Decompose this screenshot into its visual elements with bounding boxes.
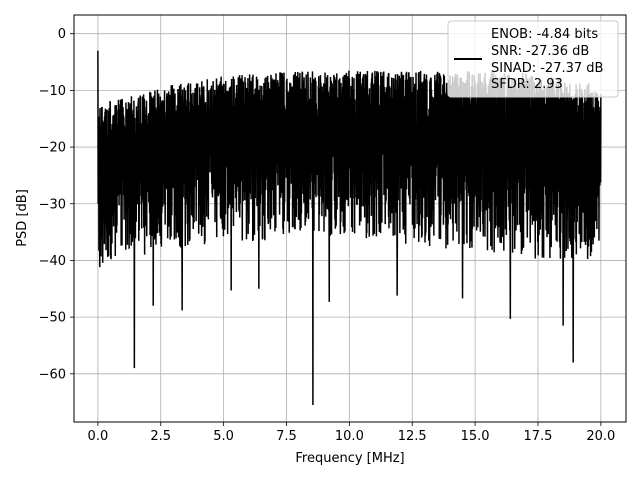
y-tick-label: 0 bbox=[58, 27, 66, 42]
y-tick-label: −20 bbox=[39, 141, 66, 156]
x-tick-label: 2.5 bbox=[150, 429, 171, 444]
psd-series-line bbox=[97, 50, 602, 405]
x-tick-label: 20.0 bbox=[586, 429, 615, 444]
x-tick-label: 17.5 bbox=[524, 429, 553, 444]
plot-area bbox=[97, 50, 602, 405]
x-tick-label: 12.5 bbox=[398, 429, 427, 444]
axes-frame bbox=[73, 14, 627, 423]
y-axis-ticks: 0 −10 −20 −30 −40 −50 −60 bbox=[39, 27, 74, 382]
x-axis-label: Frequency [MHz] bbox=[295, 451, 404, 466]
legend-entry-enob: ENOB: -4.84 bits bbox=[491, 27, 598, 42]
y-tick-label: −60 bbox=[39, 367, 66, 382]
legend-entry-sfdr: SFDR: 2.93 bbox=[491, 77, 563, 92]
legend-entry-snr: SNR: -27.36 dB bbox=[491, 44, 589, 59]
x-tick-label: 5.0 bbox=[213, 429, 234, 444]
legend: ENOB: -4.84 bits SNR: -27.36 dB SINAD: -… bbox=[447, 20, 619, 98]
x-axis-ticks: 0.0 2.5 5.0 7.5 10.0 12.5 15.0 17.5 20.0 bbox=[88, 422, 615, 444]
y-axis-label: PSD [dB] bbox=[15, 189, 30, 247]
y-tick-label: −10 bbox=[39, 84, 66, 99]
legend-entry-sinad: SINAD: -27.37 dB bbox=[491, 61, 603, 76]
x-tick-label: 15.0 bbox=[461, 429, 490, 444]
legend-box bbox=[447, 20, 619, 98]
x-tick-label: 7.5 bbox=[276, 429, 297, 444]
x-tick-label: 10.0 bbox=[335, 429, 364, 444]
x-tick-label: 0.0 bbox=[88, 429, 109, 444]
y-tick-label: −40 bbox=[39, 254, 66, 269]
y-tick-label: −30 bbox=[39, 197, 66, 212]
y-tick-label: −50 bbox=[39, 311, 66, 326]
